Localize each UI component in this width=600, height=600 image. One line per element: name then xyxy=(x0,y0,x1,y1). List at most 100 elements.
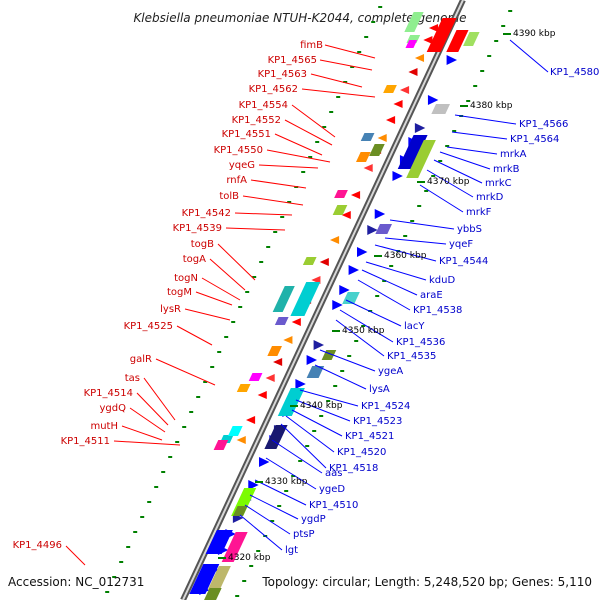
forward-gene-arrow xyxy=(400,86,410,94)
reverse-gene-arrow xyxy=(374,209,386,219)
gene-label[interactable]: mrkF xyxy=(466,207,492,218)
gene-label[interactable]: KP1_4538 xyxy=(413,305,462,316)
tick-mark xyxy=(494,40,499,42)
tick-mark xyxy=(333,385,338,387)
forward-label-leader xyxy=(113,440,181,446)
gene-label[interactable]: KP1_4523 xyxy=(353,416,402,427)
forward-gene-arrow xyxy=(265,374,275,382)
forward-label-leader xyxy=(201,277,241,301)
tick-mark xyxy=(329,111,334,113)
gene-label[interactable]: mrkD xyxy=(476,192,504,203)
reverse-label-leader xyxy=(439,151,491,170)
gene-label[interactable]: KP1_4580 xyxy=(550,67,599,78)
accession-text: Accession: NC_012731 xyxy=(8,575,144,589)
tick-mark xyxy=(245,291,250,293)
gene-label[interactable]: KP1_4563 xyxy=(258,69,307,80)
forward-label-leader xyxy=(195,291,233,306)
gene-label[interactable]: KP1_4525 xyxy=(124,321,173,332)
gene-label[interactable]: ygeD xyxy=(319,484,345,495)
tick-mark xyxy=(105,591,110,593)
gene-label[interactable]: KP1_4564 xyxy=(510,134,559,145)
gene-block xyxy=(406,140,436,178)
gene-label[interactable]: lgt xyxy=(285,545,298,556)
reverse-label-leader xyxy=(239,514,283,551)
gene-label[interactable]: KP1_4518 xyxy=(329,463,378,474)
gene-label[interactable]: KP1_4551 xyxy=(222,129,271,140)
gene-label[interactable]: KP1_4514 xyxy=(84,388,133,399)
gene-label[interactable]: ygeA xyxy=(378,366,403,377)
gene-label[interactable]: yqeG xyxy=(229,160,255,171)
reverse-label-leader xyxy=(271,439,323,474)
gene-label[interactable]: aas xyxy=(325,468,342,479)
gene-label[interactable]: KP1_4544 xyxy=(439,256,488,267)
gene-label[interactable]: togN xyxy=(174,273,198,284)
gene-label[interactable]: mutH xyxy=(90,421,118,432)
gene-label[interactable]: tolB xyxy=(219,191,239,202)
gene-label[interactable]: KP1_4524 xyxy=(361,401,410,412)
gene-label[interactable]: KP1_4535 xyxy=(387,351,436,362)
forward-label-leader xyxy=(129,407,166,433)
gene-label[interactable]: KP1_4542 xyxy=(182,208,231,219)
gene-label[interactable]: KP1_4554 xyxy=(239,100,288,111)
gene-label[interactable]: galR xyxy=(130,354,152,365)
gene-label[interactable]: fimB xyxy=(300,40,323,51)
kbp-label: 4390 kbp xyxy=(513,29,556,39)
gene-label[interactable]: KP1_4520 xyxy=(337,447,386,458)
gene-label[interactable]: lysA xyxy=(369,384,390,395)
gene-label[interactable]: KP1_4539 xyxy=(173,223,222,234)
gene-block xyxy=(360,133,375,141)
gene-label[interactable]: togB xyxy=(191,239,214,250)
gene-label[interactable]: rnfA xyxy=(226,175,247,186)
gene-label[interactable]: yqeF xyxy=(449,239,473,250)
gene-block xyxy=(431,104,450,114)
gene-label[interactable]: lacY xyxy=(404,321,425,332)
gene-label[interactable]: KP1_4510 xyxy=(309,500,358,511)
gene-label[interactable]: ptsP xyxy=(293,529,315,540)
gene-label[interactable]: mrkC xyxy=(485,178,512,189)
gene-label[interactable]: tas xyxy=(125,373,140,384)
gene-label[interactable]: KP1_4566 xyxy=(519,119,568,130)
kbp-markers: 4390 kbp 4380 kbp 4370 kbp 4360 kbp 4350 kbp… xyxy=(218,29,556,563)
gene-label[interactable]: KP1_4552 xyxy=(232,115,281,126)
tick-mark xyxy=(235,595,240,597)
tick-mark xyxy=(431,175,436,177)
gene-label[interactable]: KP1_4550 xyxy=(214,145,263,156)
tick-mark xyxy=(343,81,348,83)
kbp-tick xyxy=(332,330,340,332)
tick-mark xyxy=(319,415,324,417)
gene-label[interactable]: mrkB xyxy=(493,164,520,175)
gene-label[interactable]: KP1_4536 xyxy=(396,337,445,348)
tick-mark xyxy=(298,460,303,462)
gene-label[interactable]: KP1_4562 xyxy=(249,84,298,95)
gene-label[interactable]: KP1_4521 xyxy=(345,431,394,442)
reverse-label-leader xyxy=(285,415,335,453)
gene-label[interactable]: togA xyxy=(183,254,206,265)
gene-block xyxy=(264,425,288,449)
kbp-tick xyxy=(417,181,425,183)
gene-label[interactable]: KP1_4511 xyxy=(61,436,110,447)
forward-gene-arrow xyxy=(236,436,246,444)
reverse-label-leader xyxy=(244,504,291,535)
genome-backbone-highlight xyxy=(182,0,464,600)
forward-label-leader xyxy=(258,164,319,169)
tick-mark xyxy=(238,306,243,308)
gene-label[interactable]: KP1_4496 xyxy=(13,540,62,551)
tick-mark xyxy=(259,261,264,263)
gene-label[interactable]: KP1_4565 xyxy=(268,55,317,66)
reverse-gene-arrow xyxy=(392,171,403,181)
gene-label[interactable]: araE xyxy=(420,290,443,301)
kbp-tick xyxy=(374,255,382,257)
gene-label[interactable]: mrkA xyxy=(500,149,527,160)
gene-label[interactable]: togM xyxy=(167,287,192,298)
reverse-gene-arrow xyxy=(348,265,359,275)
gene-label[interactable]: ybbS xyxy=(457,224,482,235)
gene-label[interactable]: kduD xyxy=(429,275,455,286)
gene-label[interactable]: ygdP xyxy=(301,514,326,525)
tick-mark xyxy=(284,490,289,492)
tick-mark xyxy=(308,156,313,158)
gene-label[interactable]: ygdQ xyxy=(100,403,127,414)
gene-block xyxy=(332,205,348,215)
tick-mark xyxy=(224,336,229,338)
gene-label[interactable]: lysR xyxy=(160,304,181,315)
reverse-label-leader xyxy=(451,131,508,140)
